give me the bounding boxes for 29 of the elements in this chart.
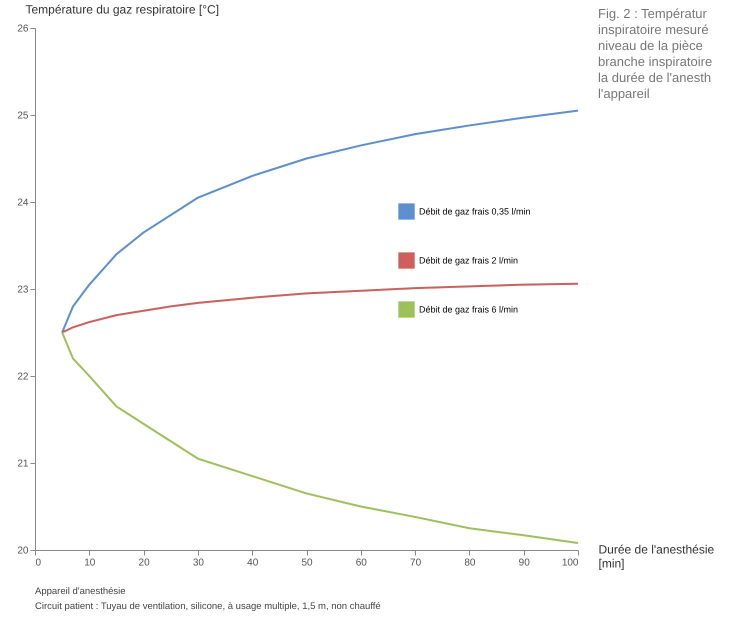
- legend-label: Débit de gaz frais 6 l/min: [419, 304, 518, 314]
- x-tick-label: 20: [138, 558, 150, 568]
- y-tick-label: 23: [17, 284, 29, 296]
- x-axis-title: Durée de l'anesthésie [min]: [598, 542, 715, 570]
- y-tick-label: 22: [17, 372, 29, 382]
- x-tick-label: 10: [84, 558, 96, 568]
- y-tick-label: 24: [17, 198, 29, 208]
- y-axis-title: Température du gaz respiratoire [°C]: [26, 2, 220, 16]
- legend-label: Débit de gaz frais 0,35 l/min: [419, 206, 531, 216]
- y-tick-label: 20: [17, 546, 29, 556]
- y-tick-label: 21: [17, 458, 29, 470]
- x-tick-label: 90: [518, 558, 530, 568]
- y-tick-label: 26: [17, 24, 29, 34]
- x-tick-label: 0: [36, 558, 42, 568]
- x-tick-label: 70: [410, 558, 422, 568]
- x-tick-label: 30: [192, 558, 204, 568]
- line-series: [61, 332, 579, 544]
- y-tick-label: 25: [17, 110, 29, 122]
- text: Appareil d'anesthésie: [35, 586, 126, 597]
- line-series: [61, 282, 579, 334]
- x-tick-label: 50: [301, 558, 313, 568]
- line-series: [61, 110, 579, 334]
- x-tick-label: 100: [562, 558, 579, 568]
- x-tick-label: 40: [247, 558, 259, 568]
- x-tick-label: 60: [356, 558, 368, 568]
- x-tick-label: 80: [464, 558, 476, 568]
- caption: Fig. 2 : Températur inspiratoire mesuré niveau de la pièce branche inspiratoire la durée de l'anesth l'appareil: [598, 6, 712, 101]
- text: Circuit patient : Tuyau de ventilation, silicone, à usage multiple, 1,5 m, non chauffé: [35, 601, 381, 612]
- legend-label: Débit de gaz frais 2 l/min: [419, 256, 518, 266]
